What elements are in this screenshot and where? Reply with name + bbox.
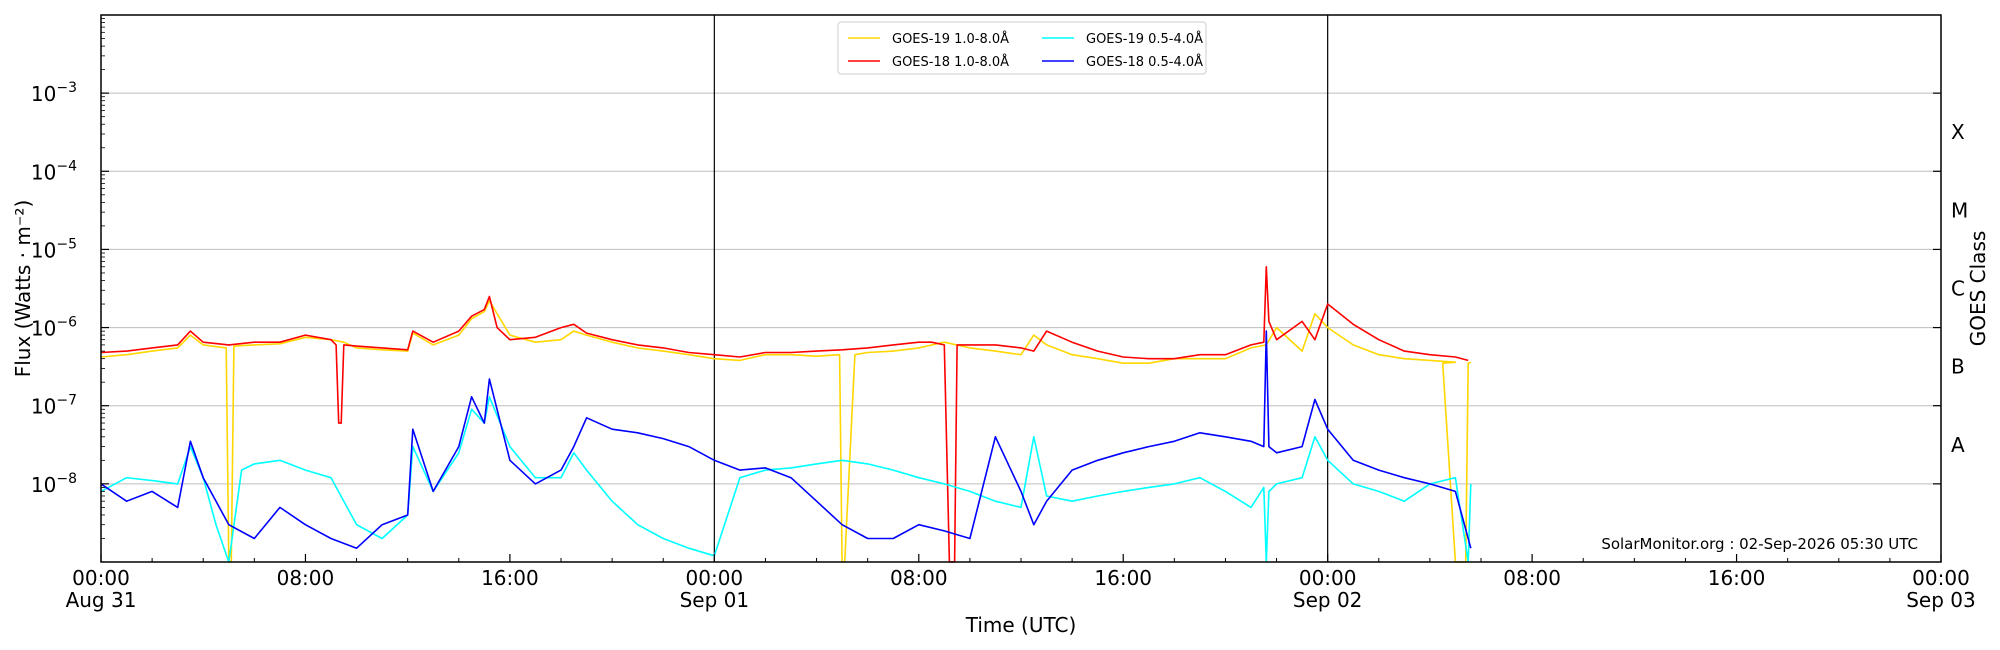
legend-label: GOES-19 1.0-8.0Å [892, 31, 1009, 47]
day-boundary-lines [713, 15, 1329, 562]
y-tick-label: 10−5 [31, 236, 77, 262]
goes-class-labels: A B C M X [1951, 120, 1968, 457]
plot-frame [100, 14, 1942, 563]
x-tick-date-label: Sep 03 [1906, 588, 1976, 612]
series-line-4 [100, 330, 1472, 550]
x-tick-label: 08:00 [890, 566, 948, 590]
x-tick-label: 00:00 [1912, 566, 1970, 590]
y-tick-label: 10−7 [31, 393, 77, 419]
y-axis-title: Flux (Watts · m⁻²) [11, 200, 35, 378]
series-line-1 [100, 299, 1472, 563]
x-tick-label: 08:00 [277, 566, 335, 590]
x-tick-label: 00:00 [72, 566, 130, 590]
goes-class-label-b: B [1951, 355, 1965, 379]
y-tick-label: 10−8 [31, 471, 77, 497]
series-line-2 [100, 265, 1469, 563]
goes-class-label-c: C [1951, 277, 1965, 301]
series-line-3 [100, 395, 1472, 563]
legend: GOES-19 1.0-8.0Å GOES-19 0.5-4.0Å GOES-18 … [837, 21, 1207, 75]
x-tick-label: 00:00 [1299, 566, 1357, 590]
y-tick-label: 10−3 [31, 80, 77, 106]
credit-text: SolarMonitor.org : 02-Sep-2026 05:30 UTC [1601, 535, 1918, 553]
legend-box [837, 21, 1207, 75]
x-tick-date-label: Sep 02 [1293, 588, 1363, 612]
legend-label: GOES-19 0.5-4.0Å [1086, 31, 1203, 47]
x-tick-date-label: Aug 31 [66, 588, 137, 612]
x-tick-label: 16:00 [1708, 566, 1766, 590]
y2-axis-title: GOES Class [1966, 231, 1990, 347]
y-tick-label: 10−4 [31, 158, 77, 184]
x-tick-label: 08:00 [1503, 566, 1561, 590]
x-tick-label: 00:00 [686, 566, 744, 590]
x-tick-label: 16:00 [1094, 566, 1152, 590]
legend-label: GOES-18 0.5-4.0Å [1086, 54, 1203, 70]
x-tick-label: 16:00 [481, 566, 539, 590]
x-tick-date-label: Sep 01 [680, 588, 750, 612]
goes-class-label-x: X [1951, 120, 1965, 144]
grid-layer [101, 92, 1941, 485]
y-tick-label: 10−6 [31, 315, 77, 341]
x-axis-title: Time (UTC) [965, 613, 1077, 637]
legend-label: GOES-18 1.0-8.0Å [892, 54, 1009, 70]
series-layer [100, 265, 1472, 563]
goes-class-label-a: A [1951, 433, 1965, 457]
goes-class-label-m: M [1951, 198, 1968, 222]
